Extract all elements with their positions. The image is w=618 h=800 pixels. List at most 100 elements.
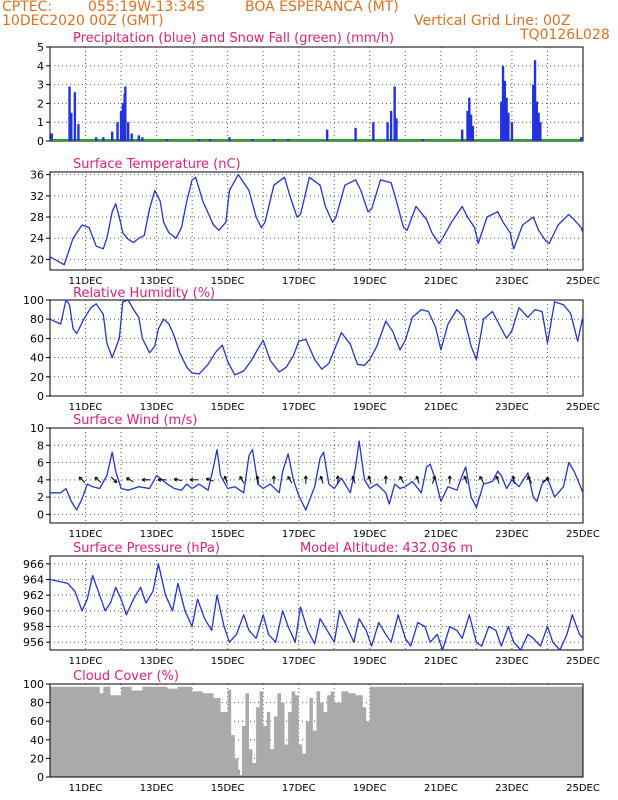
- precip-bar: [325, 129, 329, 141]
- y-tick-label: 4: [37, 474, 44, 487]
- wind-arrow-head: [434, 475, 437, 480]
- panel-frame: [49, 427, 584, 524]
- precip-bar: [580, 137, 583, 141]
- panel-2: 20 24 28 32 36 Surface Temperature (nC) 11DEC 1…: [30, 157, 600, 287]
- cloud-area: [50, 686, 583, 777]
- y-tick-label: 0: [37, 771, 44, 784]
- x-tick-label: 25DEC: [566, 783, 600, 794]
- precip-bar: [110, 131, 114, 141]
- y-tick-label: 956: [23, 636, 44, 649]
- y-tick-label: 4: [37, 60, 44, 73]
- precip-bar: [130, 133, 133, 141]
- precip-bar: [68, 86, 71, 141]
- precip-bar: [208, 139, 212, 141]
- x-tick-label: 15DEC: [211, 402, 245, 413]
- x-tick-label: 23DEC: [495, 656, 529, 667]
- wind-arrow: [351, 475, 356, 484]
- wind-arrow-head: [320, 475, 324, 479]
- wind-arrow-shaft: [479, 476, 485, 484]
- precip-bar: [466, 110, 469, 141]
- y-tick-label: 966: [23, 558, 44, 571]
- x-tick-label: 15DEC: [211, 529, 245, 540]
- precip-bar: [389, 110, 393, 141]
- wind-arrow-shaft: [94, 476, 102, 483]
- y-tick-label: 2: [37, 97, 44, 110]
- wind-arrow-shaft: [541, 477, 550, 483]
- wind-arrow-head: [464, 475, 468, 479]
- precip-bar: [126, 122, 130, 141]
- wind-arrow-shaft: [110, 476, 118, 484]
- wind-arrow-shaft: [415, 475, 420, 484]
- x-tick-label: 21DEC: [424, 529, 458, 540]
- x-tick-label: 25DEC: [566, 656, 600, 667]
- wind-arrow-shaft: [399, 476, 405, 484]
- y-tick-label: 20: [30, 253, 44, 266]
- panel-3: 0 20 40 60 80 100 Relative Humidity (%) 11DEC 13…: [23, 286, 600, 413]
- precip-bar: [116, 122, 119, 141]
- wind-arrow: [303, 475, 308, 484]
- precip-bar: [503, 80, 507, 141]
- precip-bar: [393, 86, 396, 141]
- wind-arrow: [541, 477, 550, 483]
- x-tick-label: 19DEC: [353, 656, 387, 667]
- wind-arrow-head: [337, 475, 340, 480]
- panel-4: 0 2 4 6 8 10 Surface Wind (m/s) 11DEC 13DEC 15DEC…: [30, 413, 600, 540]
- x-tick-label: 17DEC: [282, 529, 316, 540]
- wind-arrow: [223, 475, 228, 484]
- wind-arrow: [110, 476, 118, 484]
- panel-6: 0 20 40 60 80 100 Cloud Cover (%) 11DEC 13DEC 15D…: [23, 669, 600, 794]
- wind-arrow: [479, 475, 485, 484]
- wind-arrow-shaft: [431, 475, 436, 484]
- y-tick-label: 20: [30, 752, 44, 765]
- y-tick-label: 0: [37, 390, 44, 403]
- panel-title: Surface Temperature (nC): [73, 157, 241, 172]
- wind-arrow-shaft: [527, 476, 533, 484]
- precip-bar: [471, 125, 475, 141]
- wind-arrow-head: [141, 477, 146, 481]
- wind-arrow-shaft: [367, 475, 372, 484]
- wind-arrow-shaft: [351, 475, 356, 484]
- precip-bar: [539, 122, 542, 141]
- wind-arrow-shaft: [239, 476, 245, 484]
- x-tick-label: 21DEC: [424, 402, 458, 413]
- wind-arrow-head: [546, 477, 550, 482]
- precip-bar: [141, 137, 144, 141]
- x-tick-label: 11DEC: [69, 402, 103, 413]
- precip-bar: [50, 133, 53, 141]
- panel-frame: [49, 555, 584, 651]
- y-tick-label: 80: [30, 313, 44, 326]
- panel-frame: [49, 299, 584, 397]
- wind-arrow-head: [399, 475, 404, 479]
- series-line: [49, 299, 584, 376]
- panel-annotation: Model Altitude: 432.036 m: [300, 541, 473, 556]
- x-tick-label: 15DEC: [211, 276, 245, 287]
- panel-title: Relative Humidity (%): [73, 286, 215, 301]
- precip-bar: [507, 112, 510, 141]
- y-tick-label: 0: [37, 508, 44, 521]
- wind-arrow: [78, 476, 86, 484]
- precip-bar: [94, 137, 98, 141]
- wind-arrow-head: [352, 475, 356, 479]
- precip-bar: [124, 86, 127, 141]
- x-tick-label: 13DEC: [140, 656, 174, 667]
- wind-arrow-head: [94, 476, 99, 479]
- wind-arrow: [415, 475, 420, 484]
- header-coords: 055:19W-13:34S: [88, 0, 205, 15]
- x-tick-label: 23DEC: [495, 529, 529, 540]
- x-tick-label: 13DEC: [140, 402, 174, 413]
- wind-arrow-head: [189, 477, 194, 481]
- y-tick-label: 3: [37, 79, 44, 92]
- x-tick-label: 25DEC: [566, 276, 600, 287]
- y-tick-label: 10: [30, 422, 44, 435]
- x-tick-label: 17DEC: [282, 402, 316, 413]
- y-tick-label: 960: [23, 605, 44, 618]
- x-tick-label: 23DEC: [495, 783, 529, 794]
- precip-bar: [532, 84, 535, 141]
- wind-arrow-shaft: [126, 477, 134, 483]
- wind-arrow-head: [416, 475, 420, 479]
- precip-bar: [372, 122, 375, 141]
- wind-arrow: [189, 477, 198, 482]
- wind-arrow-head: [256, 475, 260, 479]
- wind-arrow: [255, 475, 260, 484]
